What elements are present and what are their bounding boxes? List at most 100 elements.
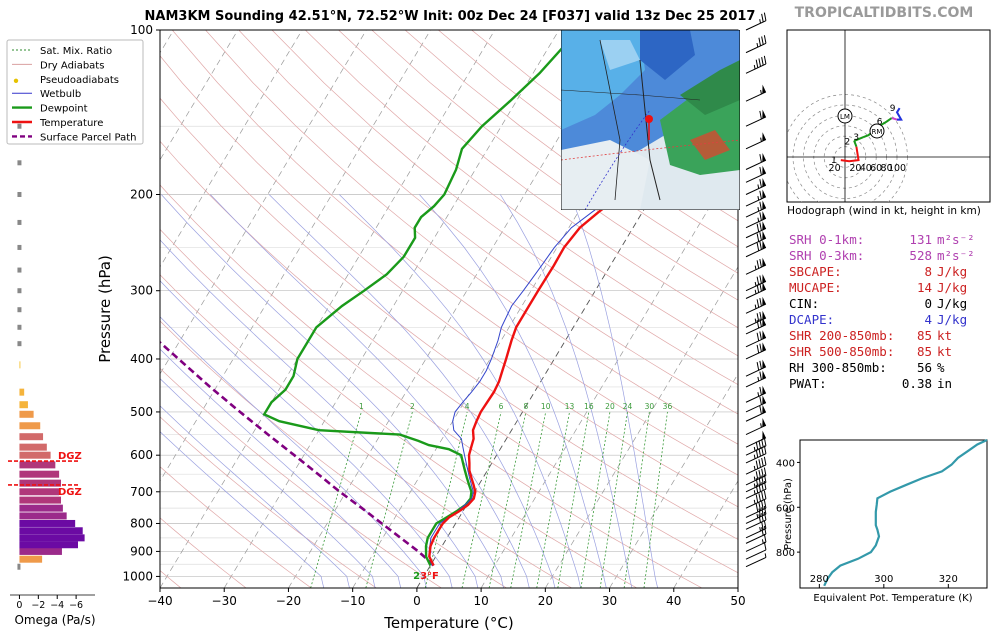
index-unit: J/kg [937, 280, 967, 295]
surface-temp-label: 23°F [413, 571, 439, 582]
barb-half [754, 281, 757, 287]
barb-full [761, 491, 764, 501]
wind-barb [745, 499, 767, 518]
isotherm [160, 30, 367, 375]
dry-adiabat [404, 30, 738, 274]
omega-bar [17, 191, 22, 197]
legend-label: Wetbulb [40, 89, 81, 100]
barb-full [759, 360, 762, 370]
y-tick-label: 600 [130, 448, 153, 462]
omega-bar [19, 470, 60, 478]
pseudoadiabat [161, 194, 504, 588]
barb-full [759, 405, 762, 415]
index-unit: in [937, 376, 952, 391]
barb-full [759, 258, 762, 268]
dgz-label: DGZ [58, 487, 82, 498]
barb-staff [745, 498, 767, 509]
barb-half [754, 289, 757, 294]
omega-xlabel: Omega (Pa/s) [14, 613, 95, 627]
omega-bar [19, 496, 62, 504]
index-unit: J/kg [937, 296, 967, 311]
barb-full [758, 502, 761, 511]
pseudoadiabat [268, 194, 556, 588]
omega-bar [19, 504, 63, 512]
hodo-tick-label: 80 [881, 163, 893, 174]
barb-full [761, 527, 764, 536]
dry-adiabat [160, 274, 572, 588]
y-tick-label: 300 [130, 284, 153, 298]
barb-full [759, 110, 762, 120]
skewt-xlabel: Temperature (°C) [383, 614, 513, 632]
barb-full [759, 201, 762, 211]
barb-half [757, 376, 760, 382]
barb-full [759, 232, 762, 241]
mixing-ratio-label: 36 [663, 402, 673, 411]
wind-barb [745, 342, 767, 360]
barb-full [761, 57, 764, 66]
omega-bar [19, 410, 34, 418]
index-label: SRH 0-3km: [789, 248, 864, 263]
wind-barb [745, 359, 767, 377]
hodo-segment [840, 146, 860, 163]
omega-bar [19, 479, 62, 487]
barb-flag [762, 177, 766, 187]
barb-full [758, 58, 761, 67]
omega-bar [17, 288, 22, 294]
barb-flag [762, 109, 766, 119]
wind-barb [745, 310, 767, 328]
y-tick-label: 500 [130, 405, 153, 419]
barb-full [759, 297, 762, 307]
hodo-height-label: 2 [844, 137, 850, 147]
pseudoadiabat [160, 239, 479, 588]
dry-adiabat [160, 184, 703, 588]
barb-half [753, 490, 756, 495]
barb-full [763, 480, 767, 490]
index-unit: kt [937, 344, 952, 359]
barb-full [761, 507, 764, 516]
dry-adiabat [160, 466, 312, 588]
mixing-ratio-line [599, 411, 628, 588]
omega-bar [19, 519, 76, 527]
barb-staff [745, 139, 767, 150]
legend-label: Sat. Mix. Ratio [40, 46, 112, 57]
omega-bar [19, 555, 43, 563]
barb-full [761, 438, 764, 448]
barb-full [763, 467, 767, 476]
dry-adiabat [160, 97, 738, 540]
omega-bar [19, 547, 62, 555]
mixing-ratio-line [536, 411, 570, 588]
barb-staff [745, 207, 767, 218]
omega-bar [17, 123, 22, 129]
barb-flag [762, 211, 766, 221]
surface-parcel-path [160, 340, 435, 567]
mixing-ratio-label: 10 [541, 402, 551, 411]
index-value: 0.38 [902, 376, 932, 391]
wind-barb [745, 395, 767, 413]
mixing-ratio-label: 1 [359, 402, 364, 411]
hodo-height-label: 1 [831, 156, 837, 166]
barb-staff [745, 411, 767, 422]
mixing-ratio-label: 24 [623, 402, 633, 411]
barb-flag [762, 342, 766, 352]
wind-barb [745, 520, 767, 539]
barb-full [758, 493, 761, 502]
theta-y-tick-label: 400 [776, 458, 795, 469]
isotherm [160, 30, 431, 482]
barb-half [753, 476, 756, 481]
barb-full [756, 242, 760, 251]
barb-staff [745, 228, 767, 239]
omega-tick-label: 0 [16, 600, 22, 611]
barb-flag [762, 230, 766, 240]
wind-barb [745, 296, 767, 314]
storm-motion-label: RM [872, 128, 883, 136]
barb-full [755, 59, 759, 68]
theta-e-line [823, 439, 988, 587]
index-unit: % [937, 360, 945, 375]
barb-full [761, 501, 764, 510]
dry-adiabat [338, 30, 738, 329]
legend-label: Surface Parcel Path [40, 132, 136, 143]
wind-barb [745, 370, 767, 388]
mixing-ratio-line [510, 411, 547, 588]
wind-barb [745, 189, 767, 207]
index-label: MUCAPE: [789, 280, 842, 295]
